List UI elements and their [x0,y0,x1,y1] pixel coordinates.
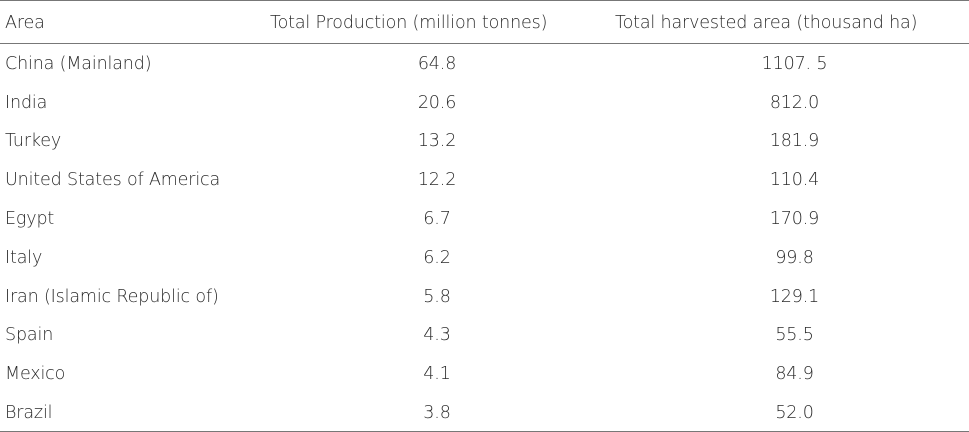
cell-harvested-area: 1107. 5 [761,54,828,75]
cell-production: 12.2 [417,170,457,191]
cell-area: Italy [5,247,43,268]
cell-production: 4.1 [423,364,451,385]
table-row: Italy 6.2 99.8 [0,237,969,276]
cell-area: Egypt [5,209,55,230]
cell-area: United States of America [5,170,221,191]
cell-area: Mexico [5,364,66,385]
cell-harvested-area: 129.1 [769,286,820,307]
cell-harvested-area: 812.0 [769,92,820,113]
table-row: Egypt 6.7 170.9 [0,199,969,238]
table-row: Brazil 3.8 52.0 [0,393,969,432]
cell-harvested-area: 181.9 [769,131,820,152]
table-row: Turkey 13.2 181.9 [0,121,969,160]
cell-production: 6.2 [423,247,451,268]
header-total-production: Total Production (million tonnes) [270,13,548,33]
cell-harvested-area: 170.9 [769,209,820,230]
cell-harvested-area: 52.0 [775,402,814,423]
cell-area: China (Mainland) [5,54,152,75]
cell-harvested-area: 55.5 [775,325,814,346]
cell-production: 64.8 [417,54,457,75]
table-header: Area Total Production (million tonnes) T… [0,0,969,44]
header-harvested-area: Total harvested area (thousand ha) [615,13,918,33]
cell-harvested-area: 110.4 [769,170,820,191]
table-row: Mexico 4.1 84.9 [0,354,969,393]
header-area: Area [5,13,45,33]
cell-production: 4.3 [423,325,451,346]
cell-production: 5.8 [423,286,451,307]
cell-area: Turkey [5,131,62,152]
cell-production: 3.8 [423,402,451,423]
cell-production: 6.7 [423,209,451,230]
cell-area: India [5,92,48,113]
table-row: United States of America 12.2 110.4 [0,160,969,199]
cell-area: Brazil [5,402,53,423]
table-row: Spain 4.3 55.5 [0,315,969,354]
cell-harvested-area: 84.9 [775,364,814,385]
table-body: China (Mainland) 64.8 1107. 5 India 20.6… [0,44,969,432]
cell-area: Spain [5,325,54,346]
table-row: China (Mainland) 64.8 1107. 5 [0,44,969,83]
header-row: Area Total Production (million tonnes) T… [0,0,969,44]
cell-production: 20.6 [417,92,457,113]
table-row: Iran (Islamic Republic of) 5.8 129.1 [0,276,969,315]
cell-production: 13.2 [417,131,457,152]
cell-area: Iran (Islamic Republic of) [5,286,219,307]
table-row: India 20.6 812.0 [0,82,969,121]
cell-harvested-area: 99.8 [775,247,814,268]
